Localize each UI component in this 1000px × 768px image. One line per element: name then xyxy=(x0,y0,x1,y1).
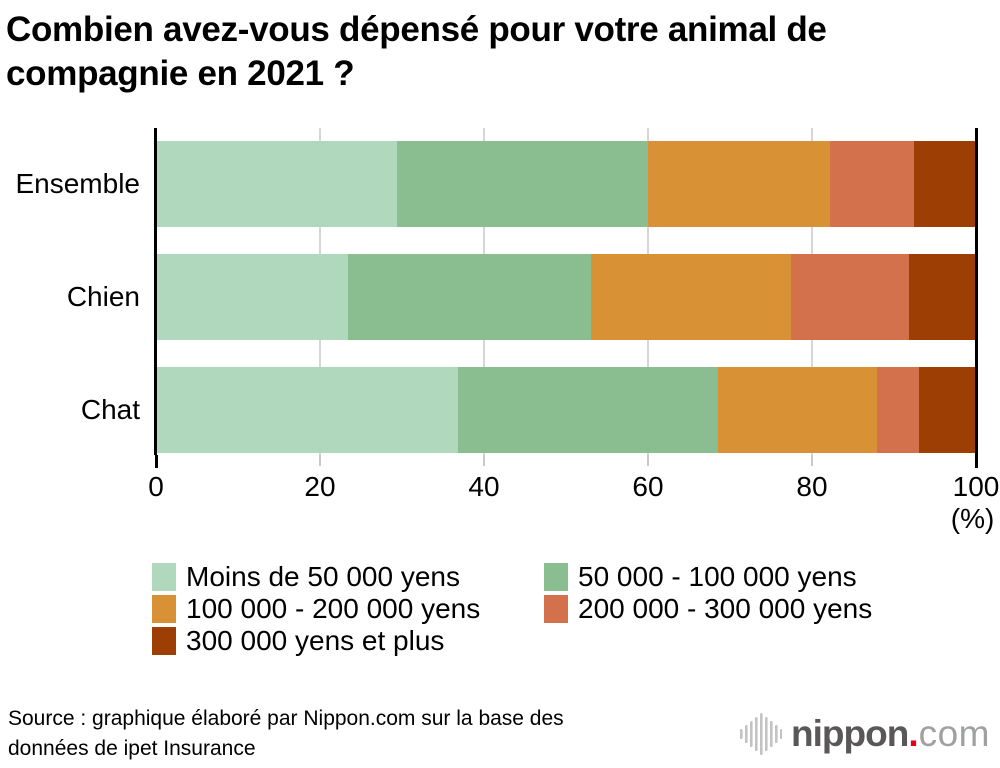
bar-row-chien: Chien xyxy=(67,254,976,341)
bar-row-ensemble: Ensemble xyxy=(15,141,976,228)
source-line-1: Source : graphique élaboré par Nippon.co… xyxy=(8,707,564,730)
x-tick-label-20: 20 xyxy=(304,471,336,503)
bar-segment xyxy=(876,367,920,454)
plot-border-right xyxy=(975,128,978,456)
bar-segment xyxy=(457,367,718,454)
bar-row-chat: Chat xyxy=(81,367,976,454)
bar-segment xyxy=(647,141,831,228)
bar-segment xyxy=(156,367,458,454)
legend-swatch xyxy=(544,595,568,624)
legend-label: 200 000 - 300 000 yens xyxy=(578,593,873,625)
x-tick-label-0: 0 xyxy=(148,471,164,503)
bar-segment xyxy=(397,141,648,228)
legend-swatch xyxy=(152,563,176,592)
bar-segment xyxy=(347,254,591,341)
x-tick-label-60: 60 xyxy=(632,471,664,503)
stacked-bar-chat xyxy=(156,367,976,454)
legend-item-2: 100 000 - 200 000 yens xyxy=(152,593,544,625)
nippon-logo: nippon.com xyxy=(740,712,990,756)
axis-unit-label: (%) xyxy=(950,503,995,535)
x-tick-0 xyxy=(155,455,158,469)
source-note: Source : graphique élaboré par Nippon.co… xyxy=(8,704,564,764)
x-tick-label-80: 80 xyxy=(796,471,828,503)
plot-border-left xyxy=(154,128,157,456)
logo-name: nippon xyxy=(791,713,909,754)
bar-segment xyxy=(830,141,914,228)
legend-swatch xyxy=(152,627,176,656)
bar-segment xyxy=(590,254,791,341)
legend-item-3: 200 000 - 300 000 yens xyxy=(544,593,952,625)
legend-label: 100 000 - 200 000 yens xyxy=(186,593,481,625)
category-label-chien: Chien xyxy=(66,281,140,313)
chart-page: Combien avez-vous dépensé pour votre ani… xyxy=(0,8,1000,768)
legend-label: 300 000 yens et plus xyxy=(186,625,445,657)
x-tick-100 xyxy=(975,455,978,469)
x-tick-label-100: 100 xyxy=(952,471,1000,503)
legend-label: Moins de 50 000 yens xyxy=(186,561,460,593)
bar-segment xyxy=(908,254,976,341)
footer: Source : graphique élaboré par Nippon.co… xyxy=(8,704,990,764)
x-axis: 0 20 40 60 80 100 (%) xyxy=(148,455,999,535)
x-tick-60 xyxy=(647,455,649,467)
logo-dot: . xyxy=(908,713,919,754)
chart-title: Combien avez-vous dépensé pour votre ani… xyxy=(6,10,827,94)
category-label-chat: Chat xyxy=(80,394,140,426)
bar-segment xyxy=(717,367,877,454)
stacked-bar-chien xyxy=(156,254,976,341)
category-label-ensemble: Ensemble xyxy=(15,168,140,200)
legend: Moins de 50 000 yens 50 000 - 100 000 yen… xyxy=(152,561,952,657)
plot-area: Ensemble Chien Chat xyxy=(15,128,978,456)
x-tick-label-40: 40 xyxy=(468,471,500,503)
bar-segment xyxy=(156,141,398,228)
bar-segment xyxy=(156,254,348,341)
legend-swatch xyxy=(152,595,176,624)
legend-item-4: 300 000 yens et plus xyxy=(152,625,544,657)
bar-segment xyxy=(913,141,976,228)
legend-swatch xyxy=(544,563,568,592)
legend-label: 50 000 - 100 000 yens xyxy=(578,561,857,593)
logo-tld: com xyxy=(918,713,990,754)
logo-wordmark: nippon.com xyxy=(791,713,990,755)
bar-segment xyxy=(919,367,976,454)
stacked-bar-ensemble xyxy=(156,141,976,228)
x-tick-40 xyxy=(483,455,485,467)
x-tick-20 xyxy=(319,455,321,467)
legend-item-1: 50 000 - 100 000 yens xyxy=(544,561,952,593)
stacked-bar-chart: Ensemble Chien Chat 0 20 40 60 80 100 (%) xyxy=(0,128,1000,535)
x-tick-80 xyxy=(811,455,813,467)
legend-item-0: Moins de 50 000 yens xyxy=(152,561,544,593)
bar-segment xyxy=(790,254,909,341)
soundwave-icon xyxy=(740,713,783,755)
source-line-2: données de ipet Insurance xyxy=(8,737,256,760)
